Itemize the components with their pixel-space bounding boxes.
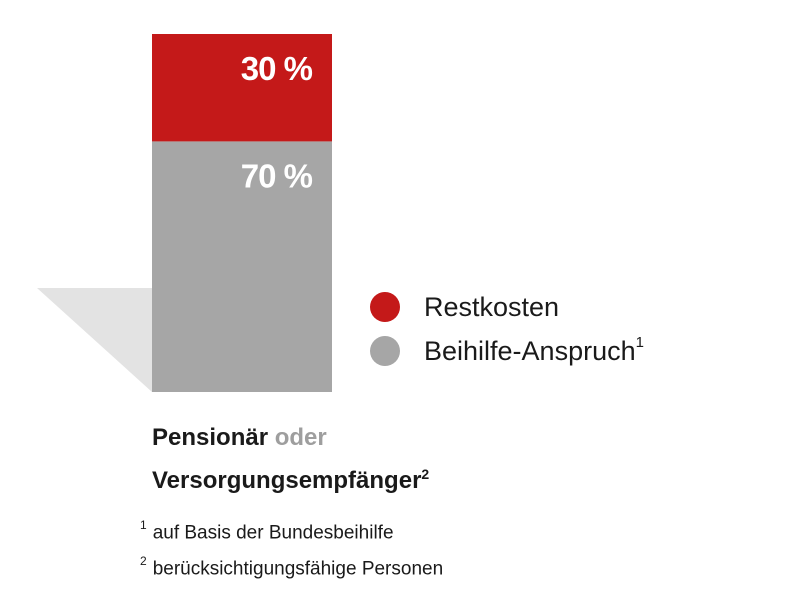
footnote-text: auf Basis der Bundesbeihilfe <box>152 522 394 544</box>
legend-item-restkosten: Restkosten <box>370 285 644 329</box>
footnote-marker: 1 <box>140 518 147 532</box>
bar-segment-restkosten <box>152 34 332 142</box>
footnote-marker: 2 <box>140 554 147 569</box>
bar-segment-beihilfe-anspruch <box>152 141 332 392</box>
data-label: 70 % <box>241 157 313 194</box>
footnote-1: 1 auf Basis der Bundesbeihilfe <box>140 512 443 548</box>
legend-label: Beihilfe-Anspruch1 <box>424 333 644 366</box>
footnote-text: berücksichtigungsfähige Personen <box>152 558 444 580</box>
footnote-2: 2 berücksichtigungsfähige Personen <box>140 548 443 584</box>
footnote-marker: 2 <box>421 466 430 482</box>
caption-oder: oder <box>274 424 327 451</box>
legend: Restkosten Beihilfe-Anspruch1 <box>370 285 644 373</box>
bar-stack: 70 % 30 % <box>152 34 332 392</box>
caption-pensionaer: Pensionär <box>152 424 269 451</box>
caption-line-1: Pensionär oder <box>152 420 429 456</box>
bar-shadow <box>37 288 152 392</box>
caption-versorgungsempfaenger: Versorgungsempfänger <box>152 467 422 494</box>
footnote-marker: 1 <box>635 333 644 351</box>
data-label: 30 % <box>241 50 313 87</box>
legend-label: Restkosten <box>424 291 560 322</box>
legend-swatch-beihilfe <box>370 336 400 366</box>
caption-line-2: Versorgungsempfänger2 <box>152 456 429 499</box>
legend-item-beihilfe: Beihilfe-Anspruch1 <box>370 329 644 373</box>
footnotes: 1 auf Basis der Bundesbeihilfe 2 berücksic… <box>140 512 443 585</box>
legend-swatch-restkosten <box>370 292 400 322</box>
category-caption: Pensionär oder Versorgungsempfänger2 <box>152 420 429 499</box>
